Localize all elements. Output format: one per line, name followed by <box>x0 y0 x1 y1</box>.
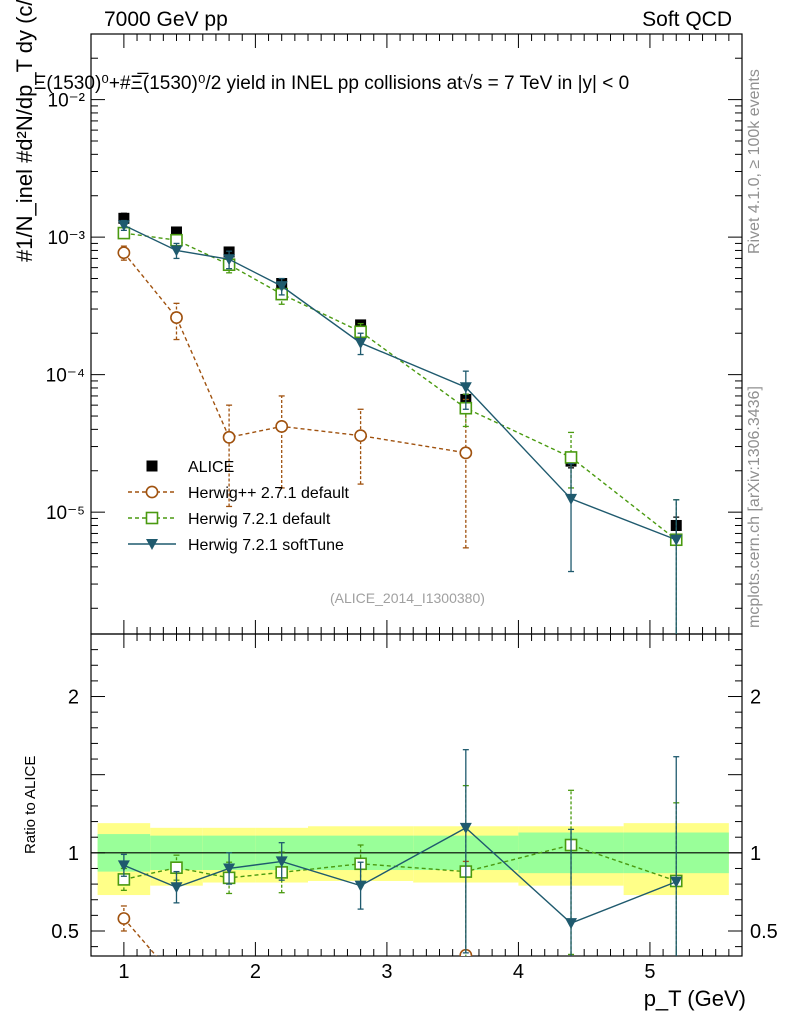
ratio-tick-label: 2 <box>68 687 79 709</box>
legend-label: Herwig++ 2.7.1 default <box>188 485 350 502</box>
series-line <box>123 252 466 454</box>
main-series-herwig-7-2-1-softtune <box>117 219 683 634</box>
data-point <box>118 212 130 224</box>
x-tick-label: 2 <box>250 961 261 983</box>
ratio-bands <box>97 823 729 896</box>
data-point <box>276 989 287 1000</box>
legend-marker <box>145 511 159 525</box>
main-y-axis-label: #1/N_inel #d²N/dp_T dy (c/GeV) <box>12 0 37 262</box>
legend-marker <box>145 485 159 499</box>
data-point <box>459 382 472 394</box>
data-point <box>275 420 289 433</box>
y-tick-label: 10⁻⁵ <box>46 503 85 524</box>
data-point <box>223 863 236 875</box>
analysis-id-label: (ALICE_2014_I1300380) <box>330 590 485 606</box>
data-point <box>564 451 578 464</box>
main-series-herwig-7-2-1-default <box>117 226 683 634</box>
data-point <box>459 822 472 834</box>
data-point <box>170 226 182 238</box>
data-point <box>275 281 288 293</box>
mcplots-label: mcplots.cern.ch [arXiv:1306.3436] <box>746 386 763 628</box>
legend-label: Herwig 7.2.1 default <box>188 511 331 528</box>
x-tick-label: 1 <box>118 961 129 983</box>
legend-marker <box>146 460 158 472</box>
data-point <box>275 856 288 868</box>
ratio-tick-label-right: 1 <box>750 843 761 865</box>
data-point <box>117 246 131 260</box>
ratio-series-herwig-7-2-1-softtune <box>117 749 683 956</box>
data-point <box>223 997 234 1008</box>
ratio-tick-label: 1 <box>68 843 79 865</box>
data-point <box>222 430 236 444</box>
series-line <box>123 918 467 956</box>
main-series-herwig-2-7-1-default <box>117 245 473 549</box>
x-tick-label: 4 <box>513 961 524 983</box>
category-label: Soft QCD <box>642 8 732 31</box>
data-point <box>223 254 236 266</box>
data-point <box>170 245 183 257</box>
data-point <box>354 429 368 443</box>
series-line <box>123 232 677 541</box>
data-point <box>565 493 578 505</box>
legend-label: Herwig 7.2.1 softTune <box>188 537 344 554</box>
data-point <box>354 880 367 892</box>
series-line <box>123 826 677 924</box>
data-point <box>171 974 182 985</box>
ratio-series-herwig-2-7-1-default <box>117 860 473 1008</box>
ratio-tick-label-right: 0.5 <box>750 921 778 943</box>
y-tick-label: 10⁻⁴ <box>46 366 85 387</box>
data-point <box>565 918 578 930</box>
data-point <box>117 860 130 872</box>
data-point <box>459 446 473 460</box>
data-point <box>170 882 183 894</box>
x-tick-label: 5 <box>644 961 655 983</box>
data-point <box>670 534 683 546</box>
data-point <box>170 311 183 324</box>
legend-label: ALICE <box>188 459 234 476</box>
energy-label: 7000 GeV pp <box>104 8 228 31</box>
data-point <box>355 979 366 990</box>
legend-marker <box>146 539 158 550</box>
y-tick-label: 10⁻³ <box>48 228 86 249</box>
data-point <box>117 912 131 925</box>
rivet-version-label: Rivet 4.1.0, ≥ 100k events <box>746 69 763 254</box>
x-tick-label: 3 <box>381 961 392 983</box>
data-point <box>117 220 130 232</box>
ratio-y-axis-label: Ratio to ALICE <box>22 755 39 854</box>
plot-title: Ξ(1530)⁰+#Ξ̅(1530)⁰/2 yield in INEL pp c… <box>34 73 630 94</box>
series-line <box>123 844 677 882</box>
ratio-tick-label-right: 2 <box>750 687 761 709</box>
ratio-frame <box>90 633 743 957</box>
y-tick-label: 10⁻² <box>48 91 86 112</box>
series-line <box>123 224 677 541</box>
ratio-tick-label: 0.5 <box>51 921 79 943</box>
data-point <box>354 337 367 349</box>
x-axis-label: p_T (GeV) <box>643 986 746 1011</box>
data-point <box>670 876 683 888</box>
